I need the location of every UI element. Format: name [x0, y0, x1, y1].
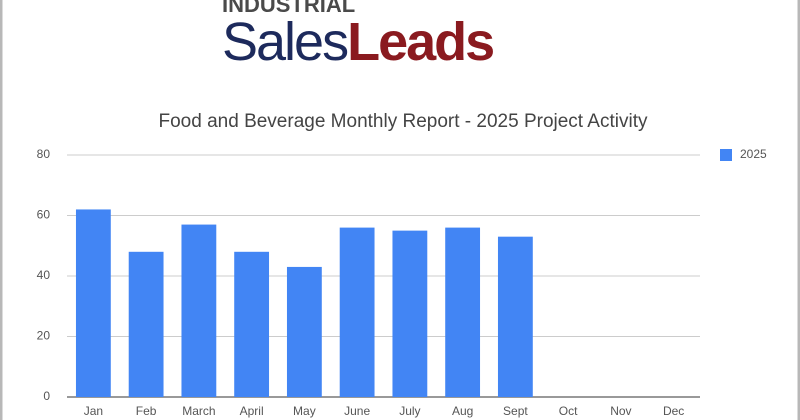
x-tick-label: Nov	[610, 404, 631, 418]
y-tick-label: 40	[37, 268, 51, 282]
bar	[445, 227, 481, 397]
bar	[392, 230, 428, 397]
logo-top: INDUSTRIAL	[222, 0, 355, 17]
chart-title: Food and Beverage Monthly Report - 2025 …	[159, 111, 648, 132]
logo-left: Sales	[222, 12, 348, 72]
y-tick-label: 0	[43, 389, 50, 403]
bar	[181, 224, 217, 397]
x-tick-label: March	[182, 404, 215, 418]
x-tick-label: May	[293, 404, 316, 418]
x-tick-label: Jan	[84, 404, 103, 418]
x-tick-label: July	[399, 404, 420, 418]
legend-swatch	[720, 149, 732, 161]
bar	[128, 251, 164, 397]
bar	[339, 227, 375, 397]
bar	[234, 251, 270, 397]
y-tick-label: 60	[37, 208, 51, 222]
x-tick-label: June	[344, 404, 370, 418]
x-tick-label: Dec	[663, 404, 684, 418]
x-tick-label: Feb	[136, 404, 157, 418]
x-tick-label: Sept	[503, 404, 528, 418]
bar	[286, 266, 322, 397]
y-tick-label: 80	[37, 147, 51, 161]
x-tick-label: Oct	[559, 404, 578, 418]
x-tick-label: April	[240, 404, 264, 418]
logo-right: Leads	[347, 12, 493, 72]
bar	[75, 209, 111, 397]
legend-label: 2025	[740, 147, 767, 161]
x-tick-label: Aug	[452, 404, 473, 418]
y-tick-label: 20	[37, 329, 51, 343]
logo-word: SalesLeads	[222, 12, 493, 72]
bar	[497, 236, 533, 397]
